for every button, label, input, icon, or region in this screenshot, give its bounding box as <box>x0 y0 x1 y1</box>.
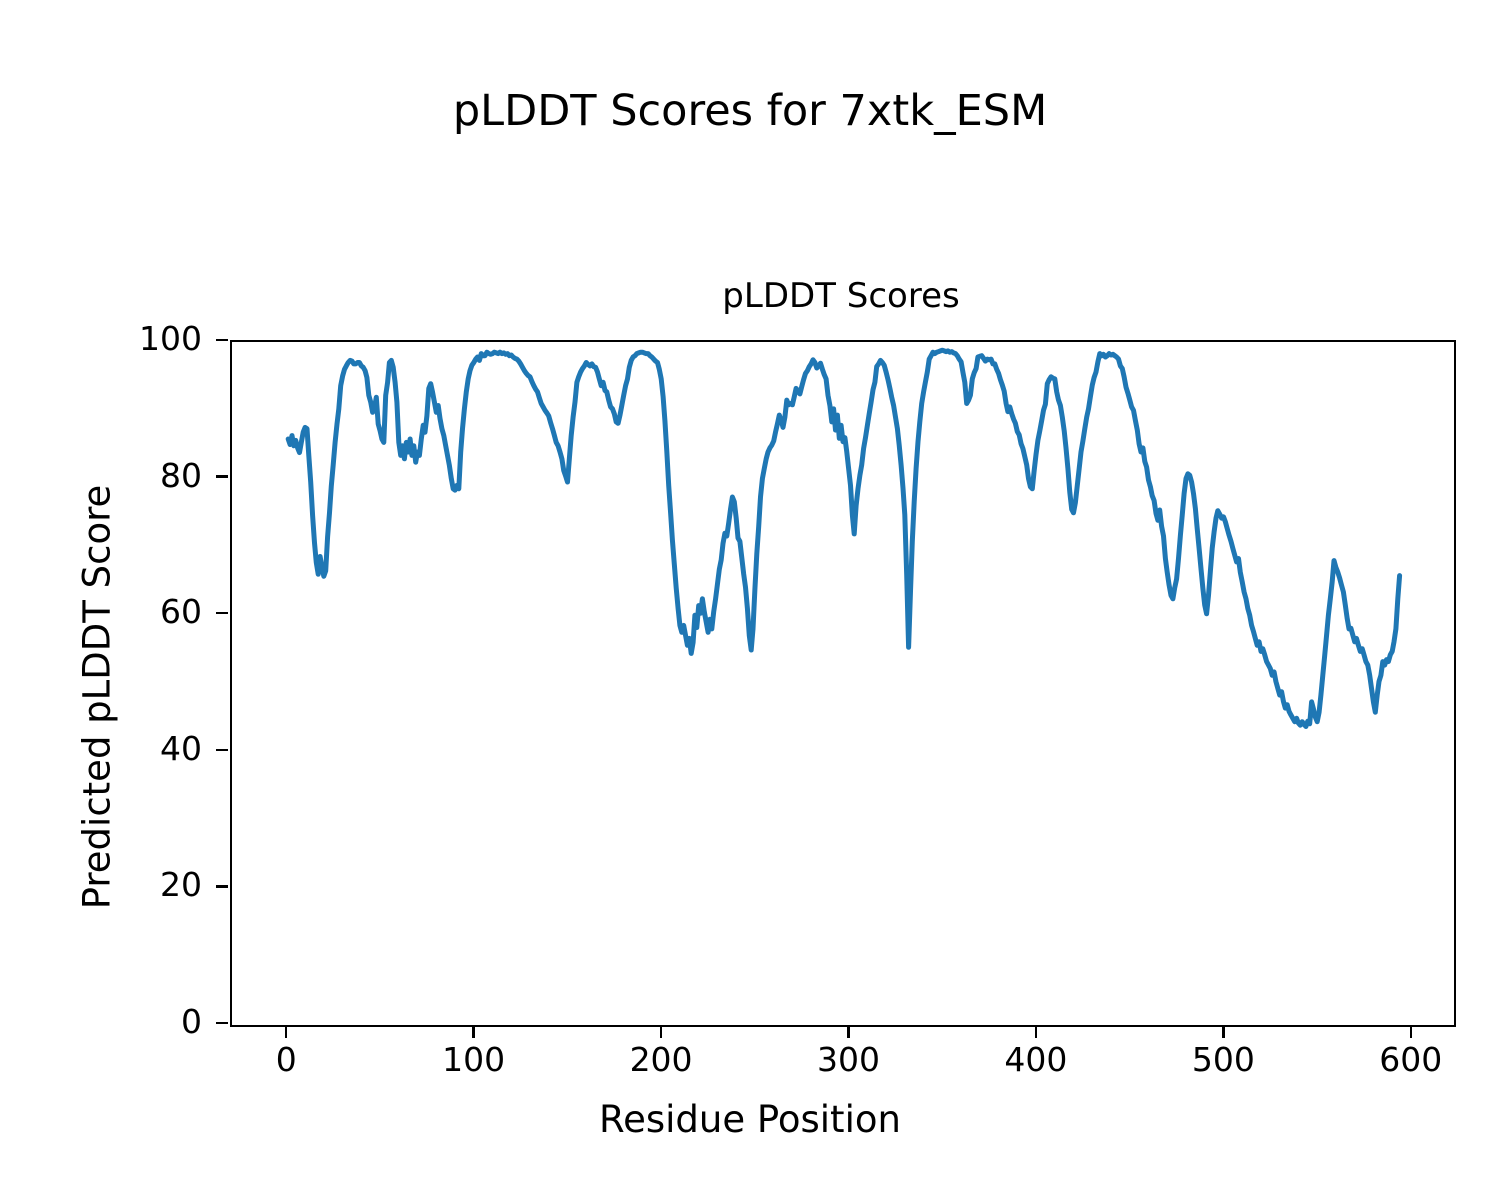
axes-title: pLDDT Scores <box>722 276 960 316</box>
y-tick-label: 100 <box>139 319 202 358</box>
y-tick-label: 0 <box>181 1002 202 1041</box>
x-tick-label: 100 <box>442 1040 506 1079</box>
y-axis-label: Predicted pLDDT Score <box>75 484 119 910</box>
x-tick-mark <box>659 1025 663 1038</box>
y-tick-mark <box>215 338 228 342</box>
x-tick-label: 300 <box>816 1040 880 1079</box>
x-tick-mark <box>847 1025 850 1038</box>
y-tick-mark <box>215 885 228 888</box>
plot-area <box>230 340 1456 1027</box>
x-tick-label: 200 <box>629 1040 693 1079</box>
x-tick-mark <box>284 1025 288 1038</box>
y-tick-mark <box>215 1021 228 1025</box>
y-tick-label: 40 <box>160 728 202 768</box>
x-tick-mark <box>1034 1025 1038 1038</box>
x-tick-label: 600 <box>1379 1040 1443 1079</box>
y-tick-mark <box>215 475 228 478</box>
x-tick-mark <box>1222 1025 1225 1038</box>
x-tick-mark <box>1409 1025 1413 1038</box>
y-tick-label: 80 <box>160 455 202 495</box>
x-tick-label: 400 <box>1004 1040 1068 1079</box>
y-tick-mark <box>215 748 228 752</box>
x-tick-label: 500 <box>1191 1040 1255 1079</box>
x-tick-label: 0 <box>275 1040 297 1079</box>
y-tick-label: 60 <box>160 592 202 632</box>
plot-svg <box>285 347 1403 729</box>
figure-suptitle: pLDDT Scores for 7xtk_ESM <box>452 86 1048 136</box>
plddt-line <box>285 347 1403 729</box>
y-tick-label: 20 <box>160 865 202 905</box>
y-tick-mark <box>215 611 228 615</box>
x-tick-mark <box>472 1025 475 1038</box>
x-axis-label: Residue Position <box>599 1098 901 1141</box>
